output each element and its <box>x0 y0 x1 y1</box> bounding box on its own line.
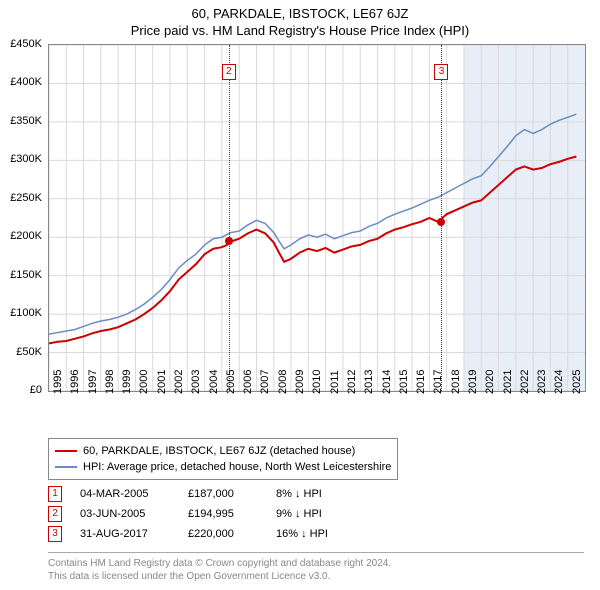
x-tick-label: 2014 <box>381 370 393 394</box>
sales-marker: 1 <box>48 486 62 502</box>
footer-box: Contains HM Land Registry data © Crown c… <box>48 552 584 583</box>
sales-marker: 3 <box>48 526 62 542</box>
footer-line1: Contains HM Land Registry data © Crown c… <box>48 557 584 570</box>
plot-area: 23 <box>48 44 586 392</box>
sales-table: 1 04-MAR-2005 £187,000 8% ↓ HPI 2 03-JUN-2005… <box>48 484 356 544</box>
sales-diff: 8% ↓ HPI <box>276 488 356 500</box>
legend-row: 60, PARKDALE, IBSTOCK, LE67 6JZ (detache… <box>55 443 391 459</box>
y-tick-label: £200K <box>0 230 42 242</box>
x-tick-label: 2011 <box>329 370 341 394</box>
x-tick-label: 1997 <box>87 370 99 394</box>
sales-row: 2 03-JUN-2005 £194,995 9% ↓ HPI <box>48 504 356 524</box>
y-tick-label: £400K <box>0 76 42 88</box>
chart-container: 60, PARKDALE, IBSTOCK, LE67 6JZ Price pa… <box>0 0 600 590</box>
x-tick-label: 2007 <box>259 370 271 394</box>
y-tick-label: £100K <box>0 307 42 319</box>
legend: 60, PARKDALE, IBSTOCK, LE67 6JZ (detache… <box>48 438 398 480</box>
y-tick-label: £150K <box>0 269 42 281</box>
x-tick-label: 2013 <box>363 370 375 394</box>
series-hpi <box>49 114 576 334</box>
x-tick-label: 2005 <box>225 370 237 394</box>
legend-swatch <box>55 450 77 452</box>
marker-dot <box>437 218 445 226</box>
footer: Contains HM Land Registry data © Crown c… <box>48 552 584 583</box>
x-tick-label: 1999 <box>121 370 133 394</box>
sales-price: £220,000 <box>188 528 258 540</box>
x-tick-label: 2002 <box>173 370 185 394</box>
sales-marker: 2 <box>48 506 62 522</box>
x-tick-label: 2023 <box>536 370 548 394</box>
sales-diff: 9% ↓ HPI <box>276 508 356 520</box>
x-tick-label: 2009 <box>294 370 306 394</box>
marker-vline <box>229 45 230 391</box>
chart-subtitle: Price paid vs. HM Land Registry's House … <box>0 21 600 42</box>
y-tick-label: £450K <box>0 38 42 50</box>
x-tick-label: 2003 <box>190 370 202 394</box>
y-tick-label: £50K <box>0 346 42 358</box>
sales-row: 1 04-MAR-2005 £187,000 8% ↓ HPI <box>48 484 356 504</box>
x-tick-label: 2020 <box>484 370 496 394</box>
x-tick-label: 1995 <box>52 370 64 394</box>
x-tick-label: 2018 <box>450 370 462 394</box>
legend-label: 60, PARKDALE, IBSTOCK, LE67 6JZ (detache… <box>83 443 355 459</box>
sales-date: 04-MAR-2005 <box>80 488 170 500</box>
x-tick-label: 2000 <box>138 370 150 394</box>
legend-swatch <box>55 466 77 468</box>
sales-row: 3 31-AUG-2017 £220,000 16% ↓ HPI <box>48 524 356 544</box>
x-tick-label: 2021 <box>502 370 514 394</box>
y-tick-label: £350K <box>0 115 42 127</box>
x-tick-label: 1998 <box>104 370 116 394</box>
series-property <box>49 156 576 343</box>
sales-price: £187,000 <box>188 488 258 500</box>
x-tick-label: 2008 <box>277 370 289 394</box>
x-tick-label: 2025 <box>571 370 583 394</box>
x-tick-label: 2017 <box>432 370 444 394</box>
sales-date: 31-AUG-2017 <box>80 528 170 540</box>
marker-box: 2 <box>222 64 236 80</box>
x-tick-label: 2022 <box>519 370 531 394</box>
y-tick-label: £250K <box>0 192 42 204</box>
chart-title: 60, PARKDALE, IBSTOCK, LE67 6JZ <box>0 0 600 21</box>
sales-price: £194,995 <box>188 508 258 520</box>
y-tick-label: £0 <box>0 384 42 396</box>
legend-row: HPI: Average price, detached house, Nort… <box>55 459 391 475</box>
chart-svg <box>49 45 585 391</box>
x-tick-label: 2010 <box>311 370 323 394</box>
sales-diff: 16% ↓ HPI <box>276 528 356 540</box>
legend-label: HPI: Average price, detached house, Nort… <box>83 459 391 475</box>
footer-line2: This data is licensed under the Open Gov… <box>48 570 584 583</box>
x-tick-label: 2015 <box>398 370 410 394</box>
x-tick-label: 2006 <box>242 370 254 394</box>
x-tick-label: 2004 <box>208 370 220 394</box>
marker-box: 3 <box>434 64 448 80</box>
marker-dot <box>225 237 233 245</box>
x-tick-label: 2016 <box>415 370 427 394</box>
x-tick-label: 1996 <box>69 370 81 394</box>
x-tick-label: 2012 <box>346 370 358 394</box>
x-tick-label: 2024 <box>553 370 565 394</box>
x-tick-label: 2001 <box>156 370 168 394</box>
x-tick-label: 2019 <box>467 370 479 394</box>
sales-date: 03-JUN-2005 <box>80 508 170 520</box>
y-tick-label: £300K <box>0 153 42 165</box>
